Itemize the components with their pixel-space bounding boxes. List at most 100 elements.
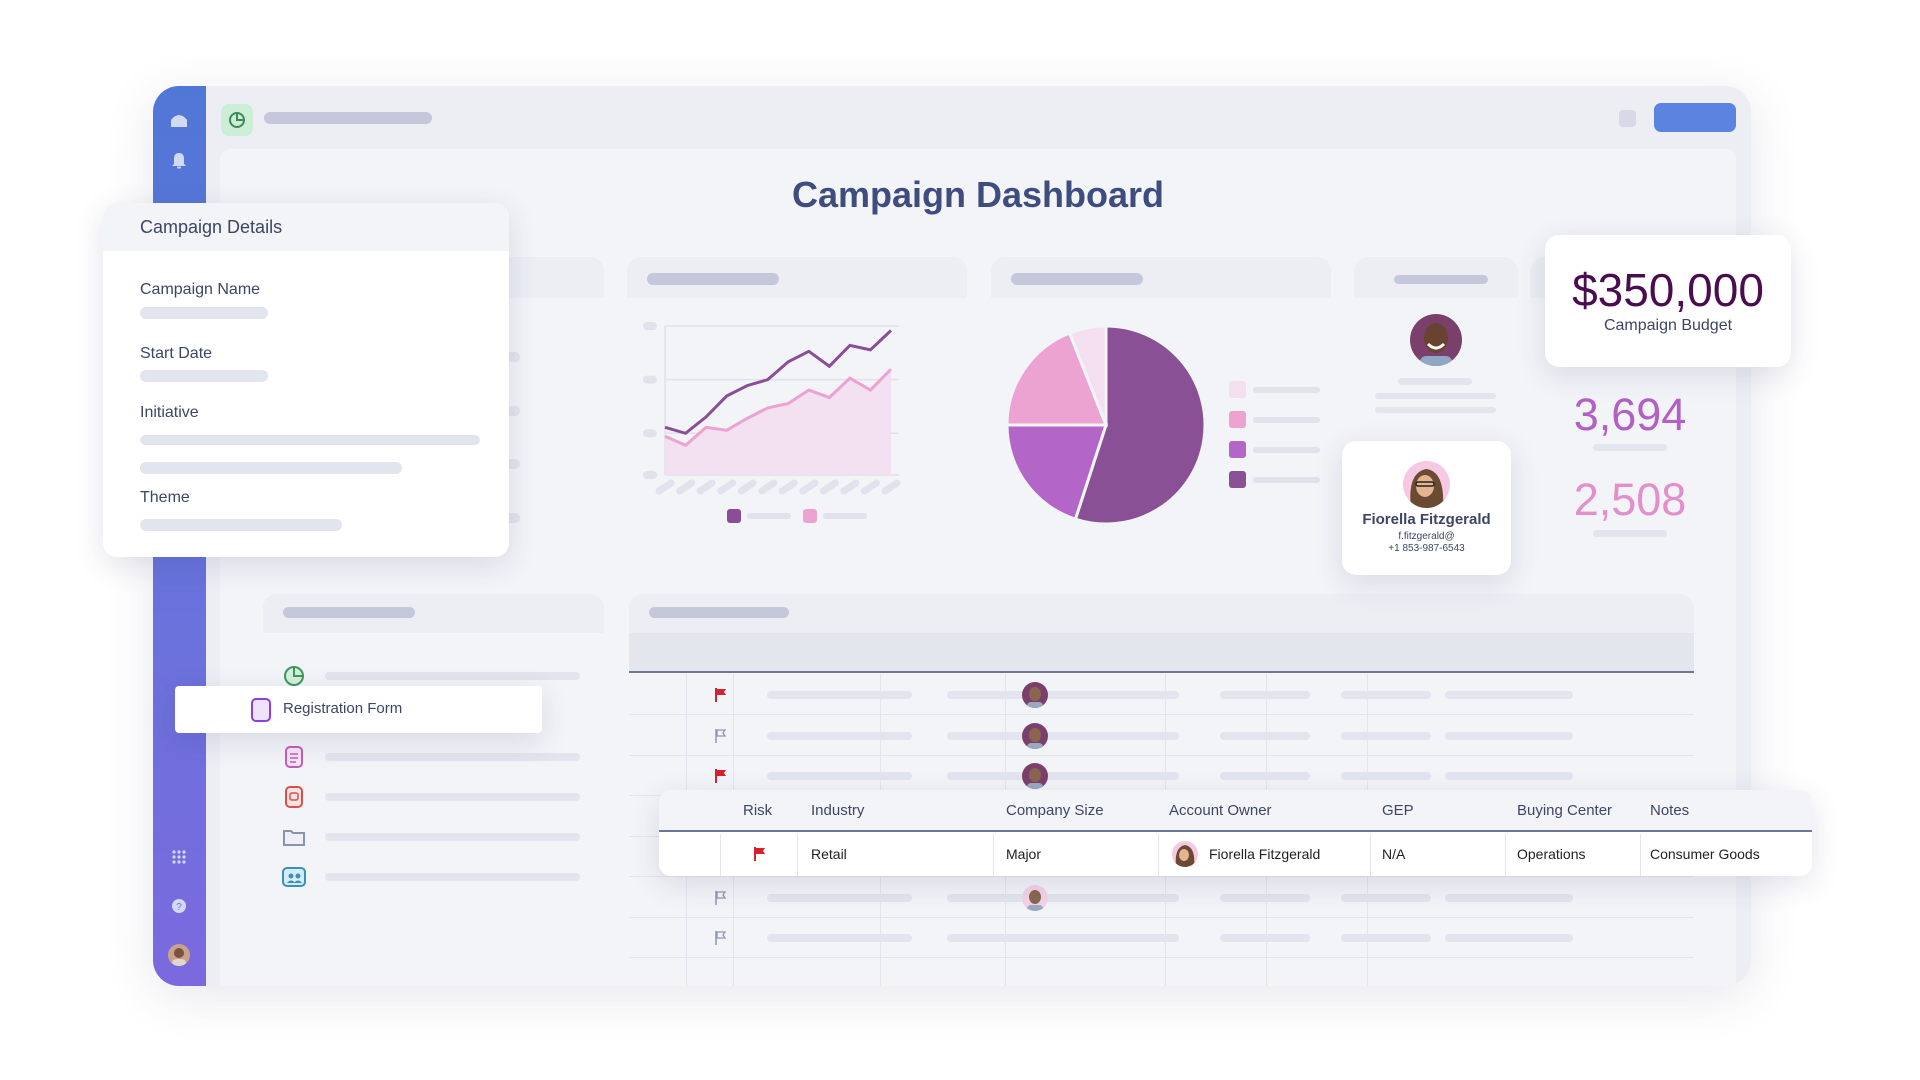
cell-placeholder <box>767 893 912 902</box>
contact-photo <box>1403 461 1450 508</box>
cell-placeholder <box>1220 731 1310 740</box>
column-header-industry[interactable]: Industry <box>811 802 865 819</box>
cell-placeholder <box>1445 772 1573 780</box>
budget-card: $350,000 Campaign Budget <box>1545 235 1791 367</box>
list-item[interactable] <box>325 833 580 841</box>
breadcrumb-placeholder <box>264 112 432 124</box>
legend-swatch <box>1229 441 1246 458</box>
column-header-company-size[interactable]: Company Size <box>1006 802 1104 819</box>
legend-swatch <box>1229 381 1246 398</box>
campaign-details-panel: Campaign Details Campaign Name Start Dat… <box>103 203 509 557</box>
cell-account-owner[interactable]: Fiorella Fitzgerald <box>1209 846 1321 862</box>
row-divider <box>629 957 1694 958</box>
column-header-account-owner[interactable]: Account Owner <box>1169 802 1272 819</box>
x-tick-label <box>696 479 716 495</box>
svg-text:?: ? <box>176 902 182 913</box>
x-tick-label <box>860 479 880 495</box>
legend-swatch-2 <box>803 509 817 523</box>
field-label-campaign-name: Campaign Name <box>140 281 261 298</box>
user-avatar[interactable] <box>168 944 190 966</box>
owner-avatar <box>1022 722 1048 749</box>
bell-icon[interactable] <box>167 148 191 172</box>
list-item[interactable] <box>325 873 580 881</box>
cell-buying-center: Operations <box>1517 846 1586 862</box>
team-icon <box>281 865 307 889</box>
row-divider <box>629 754 1694 756</box>
cell-placeholder <box>947 893 1064 902</box>
stat-value-1: 3,694 <box>1573 389 1687 440</box>
campaign-name-field[interactable] <box>140 307 268 319</box>
cell-placeholder <box>947 691 1064 699</box>
x-tick-label <box>778 479 798 495</box>
primary-action-button[interactable] <box>1654 103 1736 132</box>
column-header-gep[interactable]: GEP <box>1382 802 1414 819</box>
field-label-theme: Theme <box>140 489 190 506</box>
risk-flag-icon[interactable] <box>753 846 767 862</box>
x-tick-label <box>758 479 778 495</box>
cell-placeholder <box>1054 772 1179 780</box>
start-date-field[interactable] <box>140 370 268 382</box>
cell-placeholder <box>767 772 912 780</box>
x-tick-label <box>676 479 696 495</box>
highlighted-table-row[interactable]: Risk Industry Company Size Account Owner GEP… <box>659 790 1812 876</box>
settings-button[interactable] <box>1619 110 1636 127</box>
initiative-field[interactable] <box>140 435 480 445</box>
cell-divider <box>720 834 721 876</box>
flag-icon[interactable] <box>714 890 728 906</box>
cell-placeholder <box>1341 691 1431 699</box>
cell-placeholder <box>1445 893 1573 902</box>
legend-label <box>1253 447 1320 453</box>
cell-placeholder <box>1220 934 1310 942</box>
list-item[interactable] <box>325 793 580 801</box>
registration-form-label: Registration Form <box>283 700 403 717</box>
pie-chart <box>1005 324 1320 526</box>
cell-placeholder <box>1054 893 1179 902</box>
column-header-risk[interactable]: Risk <box>743 802 773 819</box>
cell-placeholder <box>1341 893 1431 902</box>
folder-icon <box>281 825 307 849</box>
flag-icon[interactable] <box>714 728 728 744</box>
legend-label <box>1253 387 1320 393</box>
list-item-registration-form[interactable]: Registration Form <box>175 686 542 733</box>
help-icon[interactable]: ? <box>167 894 191 918</box>
apps-grid-icon[interactable] <box>167 845 191 869</box>
cell-divider <box>1505 834 1506 876</box>
x-tick-label <box>819 479 839 495</box>
y-tick-label <box>643 375 657 384</box>
stat-value-2: 2,508 <box>1573 474 1687 525</box>
cell-placeholder <box>1054 934 1179 942</box>
cell-divider <box>797 834 798 876</box>
contact-card[interactable]: Fiorella Fitzgerald f.fitzgerald@ +1 853… <box>1342 441 1511 575</box>
account-owner-avatar <box>1172 841 1198 867</box>
card-header-accounts <box>629 594 1694 633</box>
theme-field[interactable] <box>140 519 342 531</box>
y-tick-label <box>643 471 657 479</box>
x-tick-label <box>840 479 860 495</box>
contact-phone[interactable]: +1 853-987-6543 <box>1388 543 1465 554</box>
cell-placeholder <box>1341 934 1431 942</box>
column-header-buying-center[interactable]: Buying Center <box>1517 802 1613 819</box>
flag-icon[interactable] <box>714 768 728 784</box>
row-divider <box>629 876 1694 877</box>
field-label-start-date: Start Date <box>140 345 213 362</box>
cell-notes: Consumer Goods <box>1650 846 1760 862</box>
x-tick-label <box>655 479 675 495</box>
cell-placeholder <box>767 731 912 740</box>
flag-icon[interactable] <box>714 930 728 946</box>
flag-icon[interactable] <box>714 687 728 703</box>
x-tick-label <box>717 479 737 495</box>
legend-label-1 <box>747 513 791 519</box>
home-icon[interactable] <box>167 108 191 132</box>
record-icon <box>281 785 307 809</box>
contact-email[interactable]: f.fitzgerald@ <box>1398 531 1455 542</box>
legend-label <box>1253 477 1320 483</box>
list-item[interactable] <box>325 753 580 761</box>
cell-placeholder <box>1054 731 1179 740</box>
cell-placeholder <box>1220 772 1310 780</box>
pie-chart-icon <box>281 664 307 688</box>
legend-label <box>1253 417 1320 423</box>
list-item[interactable] <box>325 672 580 680</box>
column-header-notes[interactable]: Notes <box>1650 802 1690 819</box>
cell-placeholder <box>1341 731 1431 740</box>
cell-industry: Retail <box>811 846 847 862</box>
